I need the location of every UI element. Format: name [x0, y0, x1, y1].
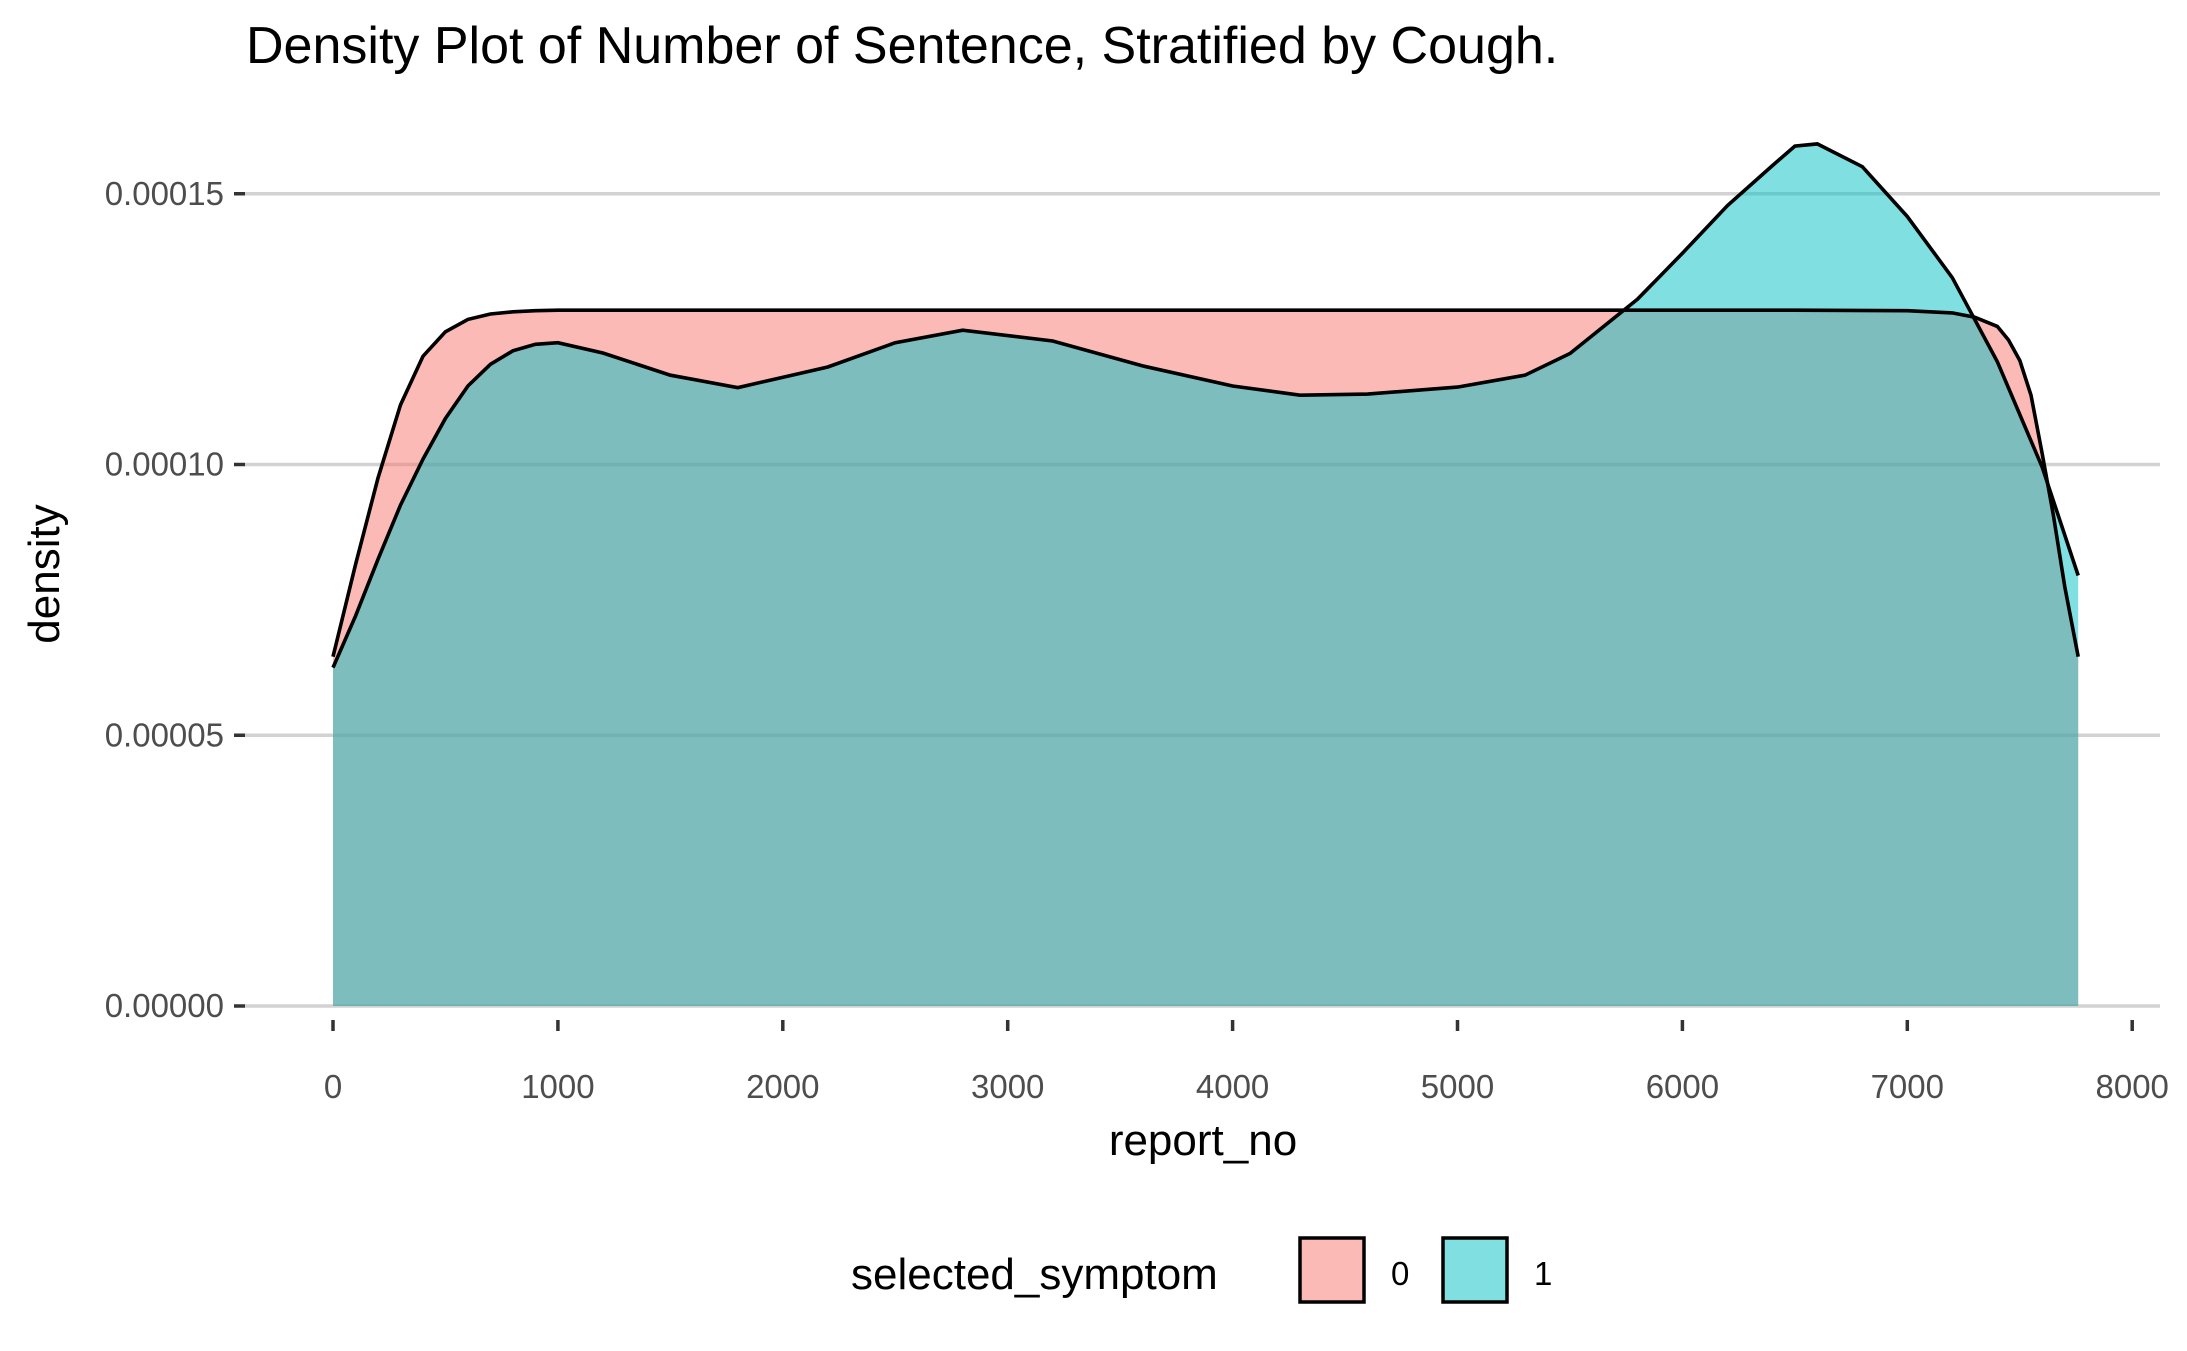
x-tick-label-5: 5000	[1421, 1068, 1494, 1105]
density-line-0	[331, 308, 2080, 658]
legend-swatch-0	[1298, 1236, 1366, 1304]
legend-title: selected_symptom	[851, 1250, 1218, 1299]
x-tick-label-1: 1000	[521, 1068, 594, 1105]
chart-title: Density Plot of Number of Sentence, Stra…	[246, 17, 1558, 75]
y-tick-label-3: 0.00015	[105, 175, 224, 212]
x-tick-label-8: 8000	[2095, 1068, 2168, 1105]
x-tick-label-4: 4000	[1196, 1068, 1269, 1105]
y-tick-label-2: 0.00010	[105, 446, 224, 483]
y-tick-label-0: 0.00000	[105, 987, 224, 1024]
legend-label-0: 0	[1391, 1255, 1409, 1292]
density-line-1	[331, 142, 2080, 669]
x-tick-label-7: 7000	[1871, 1068, 1944, 1105]
x-axis: 0 1000 2000 3000 4000 5000 6000 7000 8000	[324, 1020, 2169, 1105]
legend: selected_symptom 0 1	[851, 1236, 1552, 1304]
y-axis-title: density	[20, 504, 69, 643]
legend-swatch-1	[1441, 1236, 1509, 1304]
x-tick-label-0: 0	[324, 1068, 342, 1105]
y-tick-label-1: 0.00005	[105, 716, 224, 753]
y-axis: 0.00000 0.00005 0.00010 0.00015	[105, 175, 245, 1024]
legend-label-1: 1	[1534, 1255, 1552, 1292]
x-tick-label-6: 6000	[1646, 1068, 1719, 1105]
x-tick-label-3: 3000	[971, 1068, 1044, 1105]
x-axis-title: report_no	[1109, 1116, 1297, 1165]
x-tick-label-2: 2000	[746, 1068, 819, 1105]
density-areas	[331, 142, 2080, 1006]
density-area-1	[333, 143, 2079, 1006]
